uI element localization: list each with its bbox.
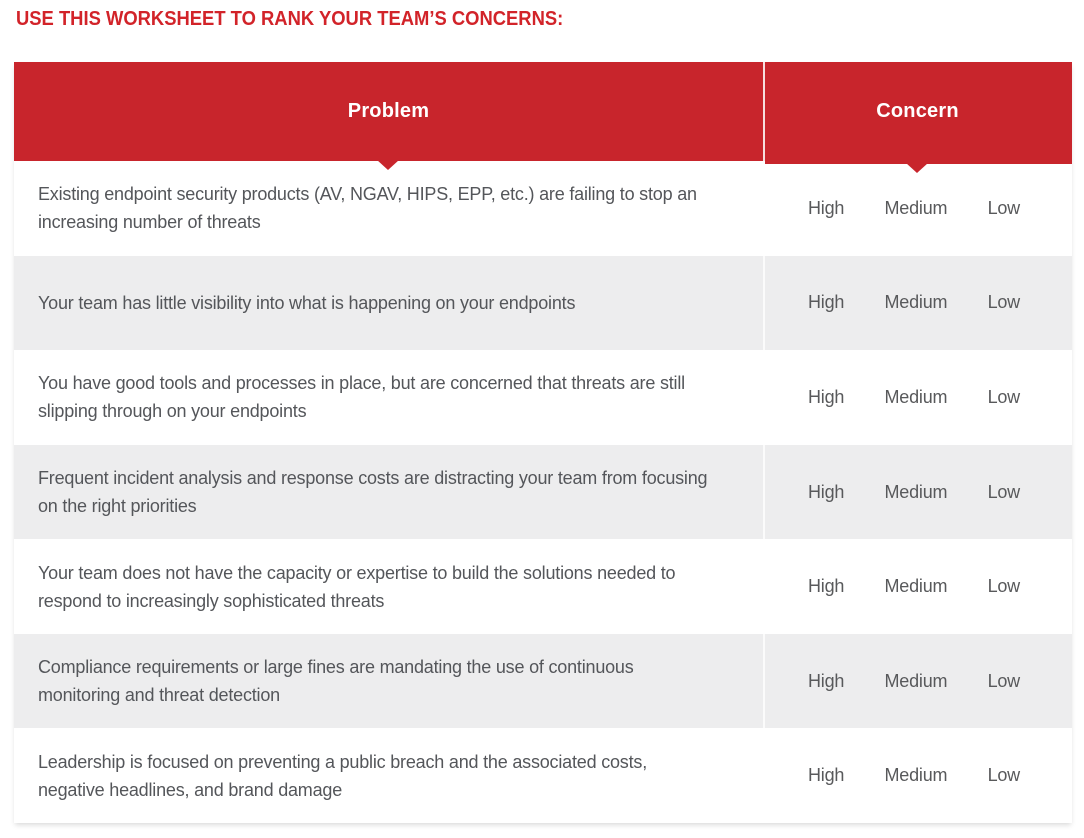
problem-cell: Frequent incident analysis and response … bbox=[14, 445, 763, 540]
page-title: USE THIS WORKSHEET TO RANK YOUR TEAM’S C… bbox=[16, 8, 564, 30]
table-body: Existing endpoint security products (AV,… bbox=[14, 161, 1072, 824]
concern-cell: High Medium Low bbox=[763, 445, 1072, 540]
concern-option-low[interactable]: Low bbox=[987, 765, 1021, 786]
problem-text: Your team has little visibility into wha… bbox=[38, 292, 576, 313]
problem-text: Frequent incident analysis and response … bbox=[38, 468, 708, 517]
table-row: Your team has little visibility into wha… bbox=[14, 255, 1072, 351]
concern-option-medium[interactable]: Medium bbox=[884, 292, 948, 313]
problem-text: Compliance requirements or large fines a… bbox=[38, 657, 634, 706]
column-header-concern: Concern bbox=[763, 62, 1072, 161]
problem-text: Leadership is focused on preventing a pu… bbox=[38, 751, 648, 800]
concern-option-medium[interactable]: Medium bbox=[884, 386, 948, 407]
table-row: Leadership is focused on preventing a pu… bbox=[14, 728, 1072, 824]
concern-cell: High Medium Low bbox=[763, 634, 1072, 729]
problem-cell: You have good tools and processes in pla… bbox=[14, 350, 763, 445]
concern-option-low[interactable]: Low bbox=[987, 386, 1021, 407]
concern-option-high[interactable]: High bbox=[808, 481, 845, 502]
concern-option-medium[interactable]: Medium bbox=[884, 481, 948, 502]
problem-text: You have good tools and processes in pla… bbox=[38, 373, 685, 422]
concern-option-high[interactable]: High bbox=[808, 292, 845, 313]
concern-option-high[interactable]: High bbox=[808, 765, 845, 786]
table-row: Existing endpoint security products (AV,… bbox=[14, 161, 1072, 256]
problem-cell: Your team does not have the capacity or … bbox=[14, 539, 763, 634]
concern-option-low[interactable]: Low bbox=[987, 670, 1021, 691]
concern-cell: High Medium Low bbox=[763, 728, 1072, 823]
concern-cell: High Medium Low bbox=[763, 350, 1072, 445]
problem-text: Your team does not have the capacity or … bbox=[38, 562, 676, 611]
concern-option-high[interactable]: High bbox=[808, 576, 845, 597]
column-divider-line bbox=[763, 62, 765, 164]
problem-cell: Compliance requirements or large fines a… bbox=[14, 634, 763, 729]
concern-option-medium[interactable]: Medium bbox=[884, 197, 948, 218]
concern-option-high[interactable]: High bbox=[808, 670, 845, 691]
concern-ranking-table: Problem Concern Existing endpoint securi… bbox=[14, 62, 1072, 824]
column-divider-line bbox=[763, 161, 765, 823]
table-row: You have good tools and processes in pla… bbox=[14, 350, 1072, 445]
concern-option-low[interactable]: Low bbox=[987, 481, 1021, 502]
concern-option-low[interactable]: Low bbox=[987, 576, 1021, 597]
concern-cell: High Medium Low bbox=[763, 539, 1072, 634]
concern-option-low[interactable]: Low bbox=[987, 197, 1021, 218]
problem-text: Existing endpoint security products (AV,… bbox=[38, 184, 697, 233]
column-header-concern-label: Concern bbox=[876, 100, 959, 122]
pointer-arrow-concern-icon bbox=[906, 163, 928, 173]
problem-cell: Leadership is focused on preventing a pu… bbox=[14, 728, 763, 823]
table-header: Problem Concern bbox=[14, 62, 1072, 173]
table-row: Your team does not have the capacity or … bbox=[14, 539, 1072, 634]
concern-option-medium[interactable]: Medium bbox=[884, 670, 948, 691]
column-header-problem-label: Problem bbox=[347, 100, 430, 122]
concern-option-high[interactable]: High bbox=[808, 197, 845, 218]
column-header-problem: Problem bbox=[14, 62, 763, 161]
concern-cell: High Medium Low bbox=[763, 256, 1072, 351]
table-row: Compliance requirements or large fines a… bbox=[14, 633, 1072, 729]
table-row: Frequent incident analysis and response … bbox=[14, 444, 1072, 540]
concern-option-medium[interactable]: Medium bbox=[884, 576, 948, 597]
concern-option-medium[interactable]: Medium bbox=[884, 765, 948, 786]
problem-cell: Existing endpoint security products (AV,… bbox=[14, 161, 763, 256]
problem-cell: Your team has little visibility into wha… bbox=[14, 256, 763, 351]
concern-option-high[interactable]: High bbox=[808, 386, 845, 407]
concern-option-low[interactable]: Low bbox=[987, 292, 1021, 313]
concern-cell: High Medium Low bbox=[763, 161, 1072, 256]
pointer-arrow-problem-icon bbox=[377, 160, 399, 170]
